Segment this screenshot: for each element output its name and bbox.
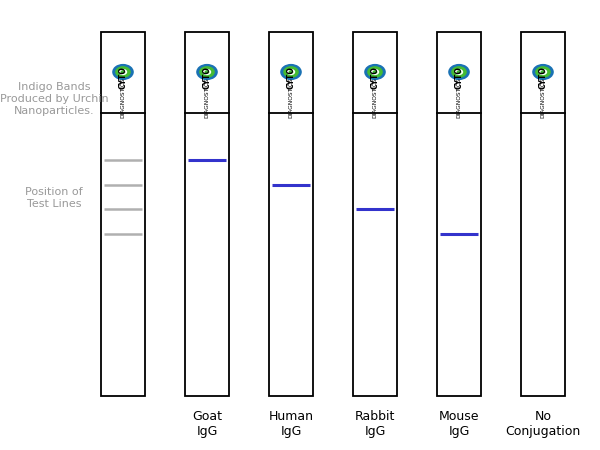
Text: DIAGNOSTICS: DIAGNOSTICS xyxy=(457,77,461,118)
Circle shape xyxy=(115,66,131,78)
Text: Position of
Test Lines: Position of Test Lines xyxy=(25,187,83,209)
Circle shape xyxy=(457,70,461,74)
Text: No
Conjugation: No Conjugation xyxy=(505,410,581,437)
Circle shape xyxy=(199,66,215,78)
Text: Indigo Bands
Produced by Urchin
Nanoparticles.: Indigo Bands Produced by Urchin Nanopart… xyxy=(0,82,109,116)
Circle shape xyxy=(119,69,127,75)
Text: DIAGNOSTICS: DIAGNOSTICS xyxy=(121,77,125,118)
Circle shape xyxy=(535,66,551,78)
Text: DIAGNOSTICS: DIAGNOSTICS xyxy=(541,77,545,118)
Text: CYTO: CYTO xyxy=(539,66,548,89)
Text: CYTO: CYTO xyxy=(287,66,296,89)
Circle shape xyxy=(283,66,299,78)
Bar xyxy=(185,32,229,396)
Circle shape xyxy=(280,64,302,80)
Circle shape xyxy=(205,70,209,74)
Text: Goat
IgG: Goat IgG xyxy=(192,410,222,437)
Circle shape xyxy=(455,69,463,75)
Circle shape xyxy=(373,70,377,74)
Bar xyxy=(437,32,481,396)
Circle shape xyxy=(364,64,386,80)
Circle shape xyxy=(371,69,379,75)
Bar xyxy=(101,32,145,396)
Bar xyxy=(353,32,397,396)
Text: DIAGNOSTICS: DIAGNOSTICS xyxy=(289,77,293,118)
Text: DIAGNOSTICS: DIAGNOSTICS xyxy=(373,77,377,118)
Circle shape xyxy=(539,69,547,75)
Text: CYTO: CYTO xyxy=(202,66,211,89)
Circle shape xyxy=(112,64,134,80)
Circle shape xyxy=(196,64,218,80)
Circle shape xyxy=(532,64,554,80)
Circle shape xyxy=(121,70,125,74)
Bar xyxy=(269,32,313,396)
Circle shape xyxy=(541,70,545,74)
Text: CYTO: CYTO xyxy=(118,66,127,89)
Circle shape xyxy=(448,64,470,80)
Text: Rabbit
IgG: Rabbit IgG xyxy=(355,410,395,437)
Text: CYTO: CYTO xyxy=(455,66,464,89)
Bar xyxy=(521,32,565,396)
Text: DIAGNOSTICS: DIAGNOSTICS xyxy=(205,77,209,118)
Text: Human
IgG: Human IgG xyxy=(269,410,314,437)
Circle shape xyxy=(451,66,467,78)
Circle shape xyxy=(289,70,293,74)
Text: Mouse
IgG: Mouse IgG xyxy=(439,410,479,437)
Text: CYTO: CYTO xyxy=(371,66,380,89)
Circle shape xyxy=(367,66,383,78)
Circle shape xyxy=(203,69,211,75)
Circle shape xyxy=(287,69,295,75)
